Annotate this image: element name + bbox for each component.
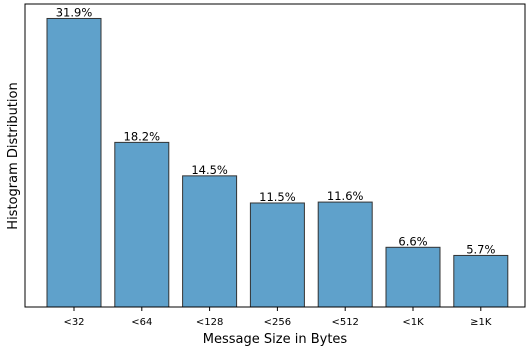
bars-group — [46, 17, 509, 308]
bar-4 — [317, 201, 373, 308]
bar-3 — [249, 202, 305, 308]
x-axis-label: Message Size in Bytes — [203, 332, 348, 347]
bar-2 — [182, 175, 238, 308]
bar-value-label-4: 11.6% — [327, 189, 364, 203]
x-tick-label-6: ≥1K — [470, 317, 492, 328]
bar-value-label-3: 11.5% — [259, 190, 296, 204]
x-tick-label-0: <32 — [63, 317, 84, 328]
x-ticks-group: <32 <64 <128 <256 <512 <1K ≥1K — [63, 307, 492, 328]
bar-6 — [453, 254, 509, 308]
bar-value-label-6: 5.7% — [466, 242, 495, 256]
bar-value-label-5: 6.6% — [398, 234, 427, 248]
x-tick-label-4: <512 — [331, 317, 358, 328]
bar-1 — [114, 141, 170, 308]
bar-value-label-2: 14.5% — [191, 163, 228, 177]
bar-5 — [385, 246, 441, 308]
bar-0 — [46, 17, 102, 308]
plot-frame — [24, 3, 526, 308]
bar-value-label-1: 18.2% — [124, 129, 161, 143]
bar-value-label-0: 31.9% — [56, 5, 93, 19]
y-axis-label: Histogram Distribution — [6, 82, 21, 229]
x-tick-label-2: <128 — [196, 317, 223, 328]
value-labels-group: 31.9% 18.2% 14.5% 11.5% 11.6% 6.6% 5.7% — [56, 5, 496, 256]
x-tick-label-1: <64 — [131, 317, 152, 328]
x-tick-label-5: <1K — [402, 317, 424, 328]
x-tick-label-3: <256 — [264, 317, 291, 328]
